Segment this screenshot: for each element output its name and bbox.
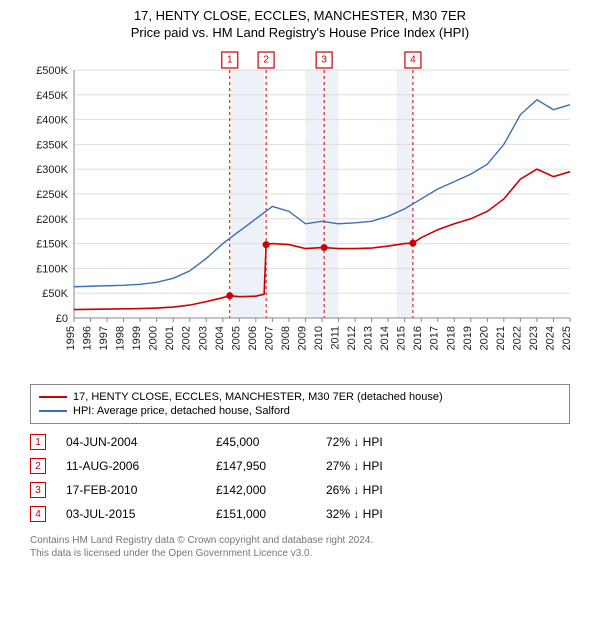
x-tick-label: 2016 [412, 326, 424, 350]
sale-dot [226, 292, 233, 299]
y-tick-label: £50K [42, 288, 68, 300]
footer-line: Contains HM Land Registry data © Crown c… [30, 534, 570, 547]
x-tick-label: 2011 [330, 326, 342, 350]
y-tick-label: £400K [36, 115, 68, 127]
marker-number: 2 [263, 55, 269, 66]
x-tick-label: 2014 [379, 326, 391, 350]
x-tick-label: 2005 [230, 326, 242, 350]
x-tick-label: 2022 [511, 326, 523, 350]
legend-item: HPI: Average price, detached house, Salf… [39, 405, 561, 417]
legend-item: 17, HENTY CLOSE, ECCLES, MANCHESTER, M30… [39, 391, 561, 403]
x-tick-label: 2009 [296, 326, 308, 350]
sale-date: 17-FEB-2010 [66, 483, 216, 497]
x-tick-label: 2021 [495, 326, 507, 350]
marker-number: 4 [410, 55, 416, 66]
sale-delta: 27% ↓ HPI [326, 459, 446, 473]
marker-number: 2 [30, 458, 46, 474]
x-tick-label: 2000 [148, 326, 160, 350]
y-tick-label: £250K [36, 189, 68, 201]
x-tick-label: 2024 [544, 326, 556, 350]
y-tick-label: £150K [36, 239, 68, 251]
legend-label: HPI: Average price, detached house, Salf… [73, 405, 290, 417]
x-tick-label: 2004 [214, 326, 226, 350]
x-tick-label: 2020 [478, 326, 490, 350]
y-tick-label: £500K [36, 65, 68, 77]
footer-attribution: Contains HM Land Registry data © Crown c… [30, 534, 570, 560]
x-tick-label: 2002 [181, 326, 193, 350]
sale-date: 03-JUL-2015 [66, 507, 216, 521]
x-tick-label: 2019 [462, 326, 474, 350]
sale-price: £45,000 [216, 435, 326, 449]
page-title: 17, HENTY CLOSE, ECCLES, MANCHESTER, M30… [10, 8, 590, 23]
footer-line: This data is licensed under the Open Gov… [30, 547, 570, 560]
marker-number: 4 [30, 506, 46, 522]
sale-row: 2 11-AUG-2006£147,95027% ↓ HPI [30, 454, 570, 478]
x-tick-label: 1995 [65, 326, 77, 350]
sale-delta: 72% ↓ HPI [326, 435, 446, 449]
sale-dot [321, 244, 328, 251]
sale-row: 1 04-JUN-2004£45,00072% ↓ HPI [30, 430, 570, 454]
page-subtitle: Price paid vs. HM Land Registry's House … [10, 25, 590, 40]
sale-date: 11-AUG-2006 [66, 459, 216, 473]
legend-swatch [39, 396, 67, 398]
x-tick-label: 2007 [263, 326, 275, 350]
sale-date: 04-JUN-2004 [66, 435, 216, 449]
legend: 17, HENTY CLOSE, ECCLES, MANCHESTER, M30… [30, 384, 570, 424]
x-tick-label: 2012 [346, 326, 358, 350]
marker-number: 1 [30, 434, 46, 450]
y-tick-label: £300K [36, 164, 68, 176]
sale-dot [263, 241, 270, 248]
y-tick-label: £100K [36, 263, 68, 275]
price-chart: £0 £50K £100K £150K £200K £250K £300K £350K £400… [20, 46, 580, 376]
sales-table: 1 04-JUN-2004£45,00072% ↓ HPI 2 11-AUG-2006… [30, 430, 570, 526]
x-tick-label: 1998 [115, 326, 127, 350]
sale-row: 4 03-JUL-2015£151,00032% ↓ HPI [30, 502, 570, 526]
x-tick-label: 2017 [429, 326, 441, 350]
x-tick-label: 2010 [313, 326, 325, 350]
x-tick-label: 2001 [164, 326, 176, 350]
y-tick-label: £200K [36, 214, 68, 226]
y-tick-label: £350K [36, 139, 68, 151]
sale-delta: 32% ↓ HPI [326, 507, 446, 521]
x-tick-label: 1997 [98, 326, 110, 350]
sale-price: £151,000 [216, 507, 326, 521]
y-tick-label: £0 [56, 313, 68, 325]
marker-number: 1 [227, 55, 233, 66]
x-tick-label: 1999 [131, 326, 143, 350]
marker-number: 3 [30, 482, 46, 498]
x-tick-label: 2025 [561, 326, 573, 350]
x-tick-label: 2018 [445, 326, 457, 350]
x-tick-label: 2023 [528, 326, 540, 350]
legend-label: 17, HENTY CLOSE, ECCLES, MANCHESTER, M30… [73, 391, 443, 403]
sale-row: 3 17-FEB-2010£142,00026% ↓ HPI [30, 478, 570, 502]
x-tick-label: 1996 [82, 326, 94, 350]
y-tick-label: £450K [36, 90, 68, 102]
x-tick-label: 2008 [280, 326, 292, 350]
sale-delta: 26% ↓ HPI [326, 483, 446, 497]
sale-dot [409, 240, 416, 247]
x-tick-label: 2003 [197, 326, 209, 350]
sale-price: £142,000 [216, 483, 326, 497]
x-tick-label: 2015 [396, 326, 408, 350]
sale-price: £147,950 [216, 459, 326, 473]
x-tick-label: 2006 [247, 326, 259, 350]
legend-swatch [39, 410, 67, 412]
x-tick-label: 2013 [363, 326, 375, 350]
marker-number: 3 [321, 55, 327, 66]
